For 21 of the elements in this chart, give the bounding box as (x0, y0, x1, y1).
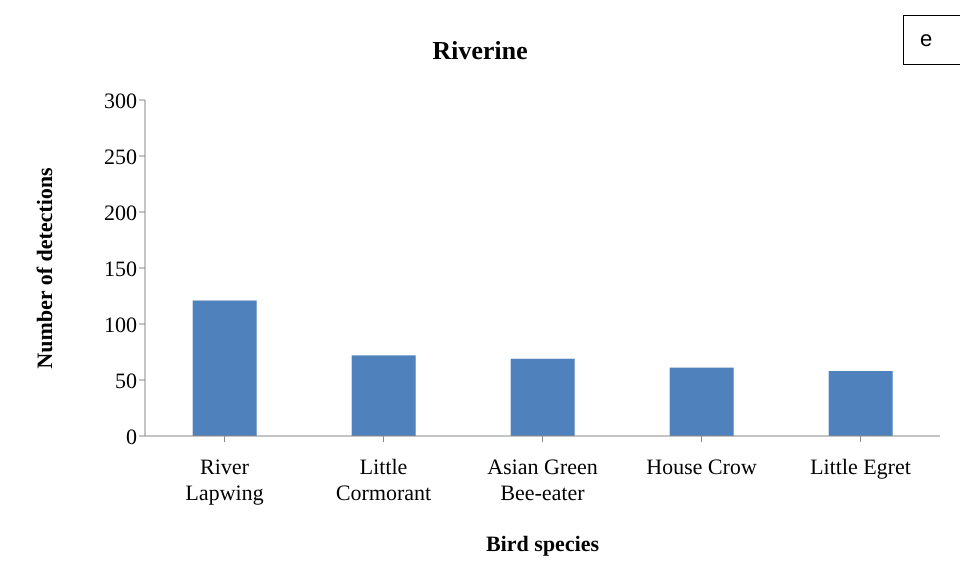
y-tick-label: 0 (126, 424, 137, 449)
y-tick-label: 150 (104, 256, 137, 281)
y-tick-label: 100 (104, 312, 137, 337)
y-axis-title: Number of detections (32, 166, 57, 369)
bar (670, 368, 734, 436)
y-tick-label: 250 (104, 144, 137, 169)
y-tick-label: 200 (104, 200, 137, 225)
text: e (903, 15, 960, 65)
bar (828, 371, 893, 436)
y-tick-label: 50 (115, 368, 137, 393)
x-tick-label: Little Cormorant (336, 454, 432, 505)
x-tick-label: Little Egret (810, 454, 911, 479)
x-tick-label: River Lapwing (185, 454, 264, 505)
bar (352, 355, 416, 436)
bar (192, 300, 257, 436)
x-tick-label: House Crow (646, 454, 757, 479)
x-axis-title: Bird species (486, 531, 600, 556)
chart-title: Riverine (432, 36, 528, 65)
bar (510, 358, 575, 436)
x-tick-label: Asian Green Bee-eater (487, 454, 598, 505)
y-tick-label: 300 (104, 88, 137, 113)
